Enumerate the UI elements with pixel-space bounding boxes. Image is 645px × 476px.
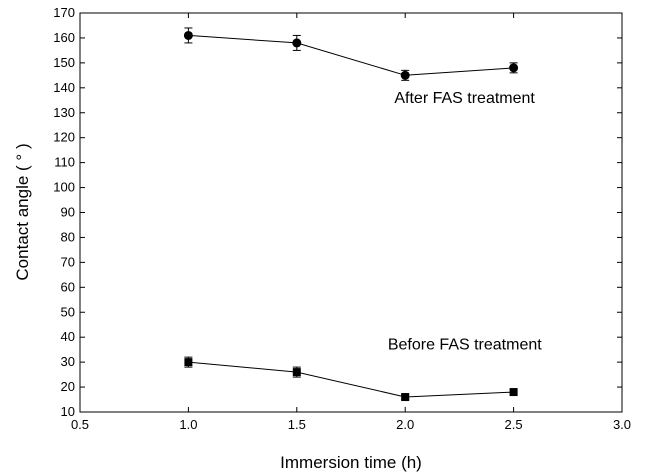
y-tick-label: 50 <box>61 304 75 319</box>
series-line <box>188 34 514 76</box>
x-tick-label: 2.0 <box>396 417 414 432</box>
x-axis-label: Immersion time (h) <box>280 453 422 472</box>
y-tick-label: 150 <box>53 55 75 70</box>
data-point-square <box>184 358 193 367</box>
series-line <box>188 361 514 398</box>
data-point-circle <box>183 30 193 40</box>
y-axis-label: Contact angle ( ° ) <box>13 143 32 280</box>
x-tick-label: 2.5 <box>505 417 523 432</box>
y-tick-label: 60 <box>61 279 75 294</box>
y-tick-label: 110 <box>54 155 75 170</box>
y-tick-label: 160 <box>53 30 75 45</box>
series-circle <box>183 27 519 81</box>
data-point-circle <box>292 38 302 48</box>
y-axis-ticks: 10 20 30 40 50 60 70 80 90 100 110 120 130 140 150 160 1… <box>53 5 622 419</box>
y-tick-label: 120 <box>53 130 75 145</box>
y-tick-label: 30 <box>61 354 75 369</box>
y-tick-label: 100 <box>53 180 75 195</box>
x-axis-ticks: 0.5 1.0 1.5 2.0 2.5 3.0 <box>71 13 631 432</box>
data-point-square <box>292 368 301 377</box>
y-tick-label: 130 <box>53 105 75 120</box>
x-tick-label: 0.5 <box>71 417 89 432</box>
data-point-square <box>509 388 518 397</box>
y-tick-label: 80 <box>61 229 75 244</box>
annotation-label: Before FAS treatment <box>388 337 542 354</box>
annotation-layer: After FAS treatment Before FAS treatment <box>388 90 542 354</box>
y-tick-label: 140 <box>53 80 75 95</box>
y-tick-label: 20 <box>61 379 75 394</box>
series-layer <box>183 27 519 402</box>
data-point-square <box>401 393 410 402</box>
series-square <box>184 356 518 402</box>
x-tick-label: 1.5 <box>288 417 306 432</box>
data-point-circle <box>400 70 410 80</box>
y-tick-label: 10 <box>61 404 75 419</box>
annotation-label: After FAS treatment <box>394 90 535 107</box>
y-tick-label: 90 <box>61 205 75 220</box>
data-point-circle <box>509 63 519 73</box>
y-tick-label: 170 <box>53 5 75 20</box>
y-tick-label: 70 <box>61 254 75 269</box>
x-tick-label: 1.0 <box>179 417 197 432</box>
y-tick-label: 40 <box>61 329 75 344</box>
x-tick-label: 3.0 <box>613 417 631 432</box>
